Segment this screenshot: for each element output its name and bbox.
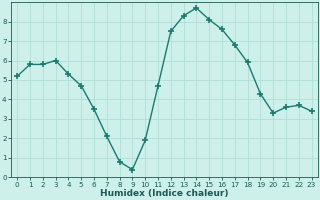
X-axis label: Humidex (Indice chaleur): Humidex (Indice chaleur) [100,189,229,198]
